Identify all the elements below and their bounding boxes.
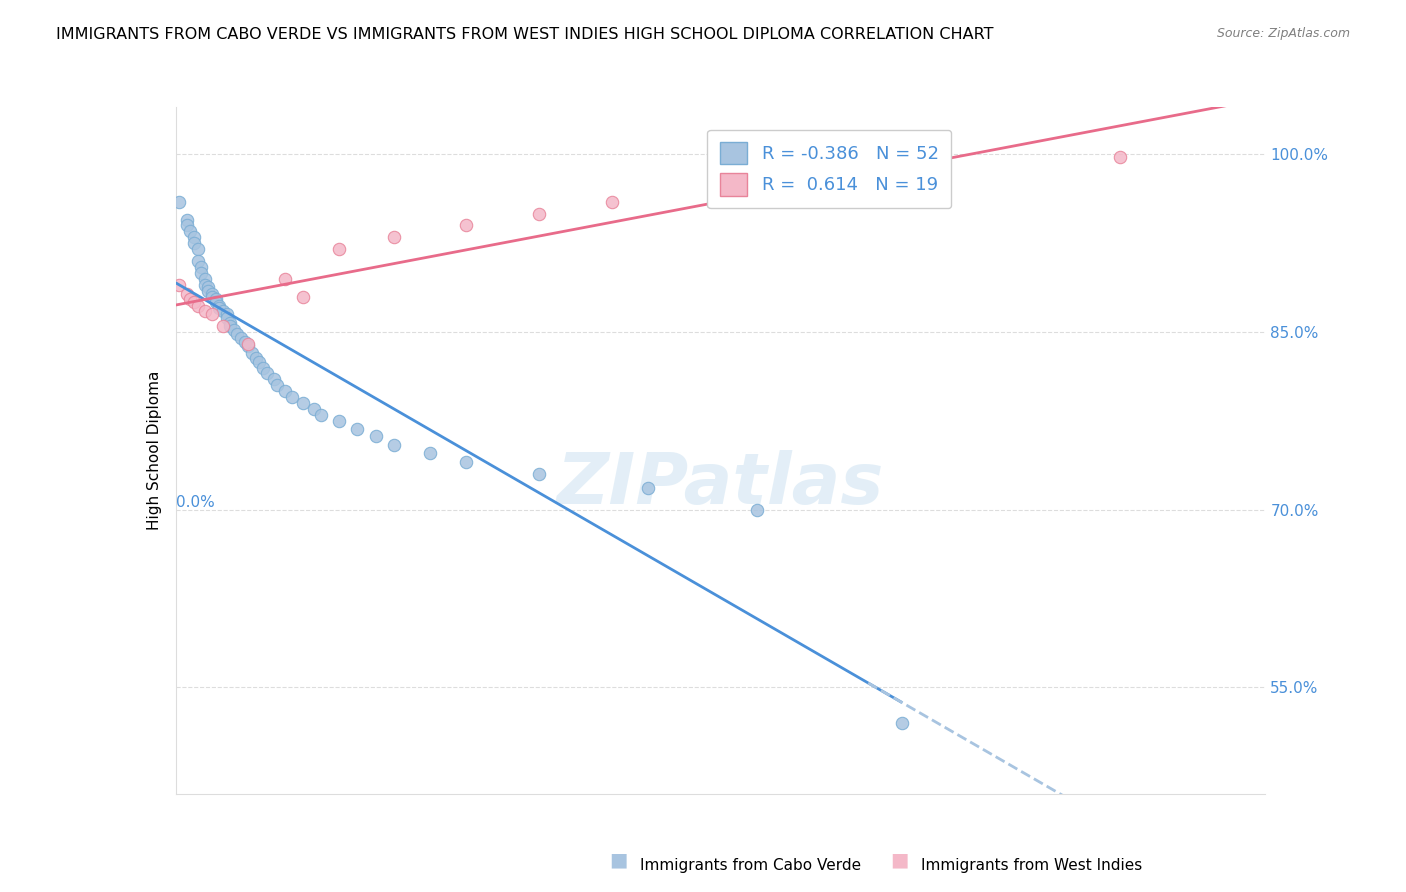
Point bbox=[201, 289, 224, 303]
Point bbox=[238, 339, 260, 353]
Point bbox=[204, 292, 226, 306]
Point bbox=[328, 242, 350, 256]
Point bbox=[281, 390, 304, 404]
Text: Immigrants from Cabo Verde: Immigrants from Cabo Verde bbox=[640, 858, 860, 872]
Point bbox=[382, 437, 405, 451]
Point bbox=[240, 346, 263, 360]
Point bbox=[226, 327, 249, 342]
Point bbox=[891, 165, 914, 179]
Point bbox=[231, 331, 253, 345]
Point bbox=[252, 360, 274, 375]
Point bbox=[637, 481, 659, 495]
Point bbox=[212, 319, 235, 334]
Text: ■: ■ bbox=[890, 850, 910, 869]
Point bbox=[208, 301, 231, 316]
Point bbox=[328, 414, 350, 428]
Point bbox=[183, 236, 205, 251]
Point bbox=[745, 502, 768, 516]
Point bbox=[179, 224, 201, 238]
Point bbox=[527, 206, 550, 220]
Point bbox=[194, 272, 217, 286]
Point bbox=[219, 319, 242, 334]
Point bbox=[219, 316, 242, 330]
Point bbox=[197, 284, 219, 298]
Point bbox=[346, 422, 368, 436]
Point bbox=[456, 455, 478, 469]
Point bbox=[190, 266, 212, 280]
Point bbox=[194, 277, 217, 292]
Point bbox=[215, 307, 238, 321]
Point bbox=[186, 299, 209, 313]
Text: Immigrants from West Indies: Immigrants from West Indies bbox=[921, 858, 1142, 872]
Text: IMMIGRANTS FROM CABO VERDE VS IMMIGRANTS FROM WEST INDIES HIGH SCHOOL DIPLOMA CO: IMMIGRANTS FROM CABO VERDE VS IMMIGRANTS… bbox=[56, 27, 994, 42]
Point bbox=[186, 254, 209, 268]
Point bbox=[222, 323, 245, 337]
Point bbox=[183, 230, 205, 244]
Point bbox=[302, 402, 325, 417]
Legend: R = -0.386   N = 52, R =  0.614   N = 19: R = -0.386 N = 52, R = 0.614 N = 19 bbox=[707, 130, 952, 208]
Point bbox=[176, 212, 198, 227]
Text: ■: ■ bbox=[609, 850, 628, 869]
Point bbox=[233, 334, 256, 349]
Point bbox=[176, 219, 198, 233]
Point bbox=[169, 277, 191, 292]
Point bbox=[190, 260, 212, 274]
Point bbox=[201, 307, 224, 321]
Point bbox=[456, 219, 478, 233]
Point bbox=[600, 194, 623, 209]
Point bbox=[204, 295, 226, 310]
Point bbox=[291, 396, 314, 410]
Point bbox=[238, 337, 260, 351]
Point bbox=[186, 242, 209, 256]
Point bbox=[247, 354, 270, 368]
Point bbox=[208, 299, 231, 313]
Point bbox=[419, 446, 441, 460]
Point bbox=[364, 429, 387, 443]
Y-axis label: High School Diploma: High School Diploma bbox=[146, 371, 162, 530]
Text: Source: ZipAtlas.com: Source: ZipAtlas.com bbox=[1216, 27, 1350, 40]
Point bbox=[527, 467, 550, 482]
Point bbox=[176, 287, 198, 301]
Point bbox=[201, 287, 224, 301]
Point bbox=[710, 183, 733, 197]
Point bbox=[215, 310, 238, 325]
Point bbox=[266, 378, 288, 392]
Text: 0.0%: 0.0% bbox=[176, 495, 215, 510]
Point bbox=[309, 408, 332, 422]
Text: ZIPatlas: ZIPatlas bbox=[557, 450, 884, 519]
Point bbox=[197, 280, 219, 294]
Point bbox=[212, 303, 235, 318]
Point bbox=[245, 351, 267, 365]
Point bbox=[891, 715, 914, 730]
Point bbox=[169, 194, 191, 209]
Point bbox=[291, 289, 314, 303]
Point bbox=[256, 367, 278, 381]
Point bbox=[1109, 150, 1132, 164]
Point bbox=[274, 384, 297, 399]
Point bbox=[194, 303, 217, 318]
Point bbox=[274, 272, 297, 286]
Point bbox=[382, 230, 405, 244]
Point bbox=[179, 292, 201, 306]
Point bbox=[263, 372, 285, 386]
Point bbox=[183, 295, 205, 310]
